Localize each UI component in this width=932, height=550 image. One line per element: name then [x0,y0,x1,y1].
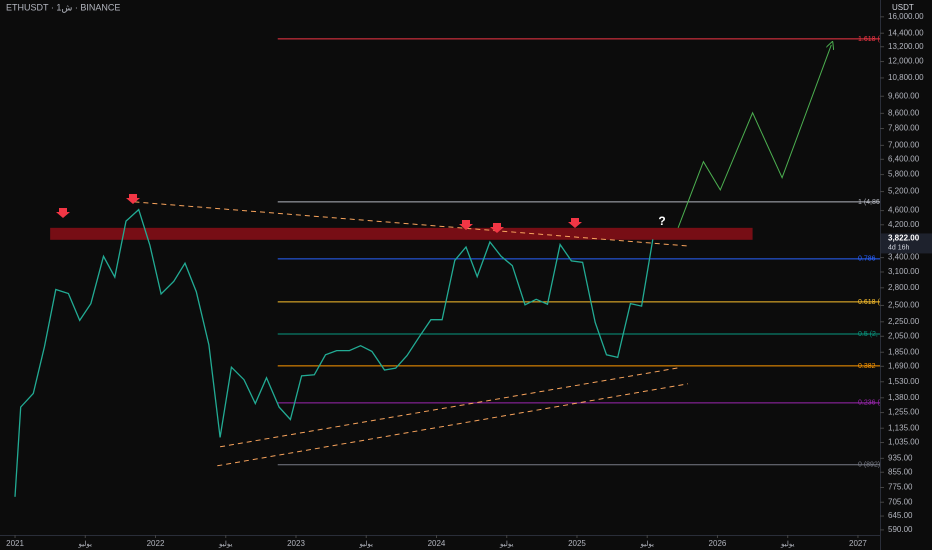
y-tick-label: 5,200.00 [888,187,920,196]
y-tick-label: 3,100.00 [888,267,920,276]
arrow-marker [56,208,70,218]
y-tick-label: 1,255.00 [888,408,920,417]
fib-label: 0.786 [858,256,876,263]
y-tick-label: 2,050.00 [888,331,920,340]
x-tick-label: 2021 [6,539,24,548]
y-tick-label: 1,690.00 [888,361,920,370]
arrow-marker [490,223,504,233]
y-tick-label: 9,600.00 [888,91,920,100]
x-tick-label: 2027 [849,539,867,548]
y-tick-label: 13,200.00 [888,42,924,51]
countdown-label: 4d 16h [888,244,910,251]
y-tick-label: 16,000.00 [888,12,924,21]
currency-label: USDT [892,3,914,12]
down-arrows [56,194,582,233]
trendline [217,383,689,467]
trendline [220,367,679,448]
y-tick-label: 2,500.00 [888,301,920,310]
y-tick-label: 935.00 [888,453,913,462]
y-tick-label: 2,800.00 [888,283,920,292]
fib-label: 1 (4,86 [858,199,880,206]
y-tick-label: 12,000.00 [888,57,924,66]
x-tick-label: يوليو [499,540,513,548]
x-tick-label: 2022 [147,539,165,548]
y-tick-label: 705.00 [888,497,913,506]
y-tick-label: 6,400.00 [888,154,920,163]
x-tick-label: يوليو [218,540,232,548]
y-tick-label: 14,400.00 [888,28,924,37]
trendline [134,201,689,247]
y-tick-label: 1,035.00 [888,438,920,447]
arrow-marker [126,194,140,204]
fib-label: 0.236 ( [858,400,880,407]
price-line [14,208,654,497]
y-tick-label: 645.00 [888,511,913,520]
y-tick-label: 855.00 [888,467,913,476]
x-tick-label: 2023 [287,539,305,548]
x-tick-label: يوليو [780,540,794,548]
arrow-marker [568,218,582,228]
x-tick-label: يوليو [78,540,92,548]
y-tick-label: 10,800.00 [888,73,924,82]
y-tick-label: 4,200.00 [888,220,920,229]
y-tick-label: 7,800.00 [888,124,920,133]
x-tick-label: يوليو [359,540,373,548]
y-tick-label: 7,000.00 [888,140,920,149]
fib-label: 1.618 ( [858,36,880,43]
x-tick-label: 2024 [428,539,446,548]
fib-label: 0.5 (2, [858,331,878,338]
y-tick-label: 1,850.00 [888,347,920,356]
plot-area: 1.618 ( 1 (4,86 0.786 0.618 ( 0.5 (2, 0.382 0.… [14,36,880,497]
resistance-zone [50,227,753,240]
projection-path [677,45,831,228]
y-tick-label: 1,135.00 [888,423,920,432]
fib-label: 0.382 [858,363,876,370]
y-tick-label: 3,400.00 [888,253,920,262]
y-tick-label: 1,380.00 [888,393,920,402]
last-price-badge [881,233,932,254]
y-tick-label: 775.00 [888,483,913,492]
y-tick-label: 590.00 [888,525,913,534]
x-tick-label: 2025 [568,539,586,548]
y-tick-label: 4,600.00 [888,206,920,215]
fib-label: 0.618 ( [858,299,880,306]
y-tick-label: 2,250.00 [888,317,920,326]
fib-label: 0 (892) [858,462,880,469]
last-price-label: 3,822.00 [888,234,920,243]
y-tick-label: 1,530.00 [888,377,920,386]
x-tick-label: 2026 [709,539,727,548]
x-tick-label: يوليو [639,540,653,548]
arrow-marker [459,220,473,230]
y-tick-label: 8,600.00 [888,108,920,117]
y-tick-label: 5,800.00 [888,170,920,179]
chart-title: ETHUSDT · 1ش · BINANCE [6,2,120,13]
annotation: ? [658,214,665,228]
